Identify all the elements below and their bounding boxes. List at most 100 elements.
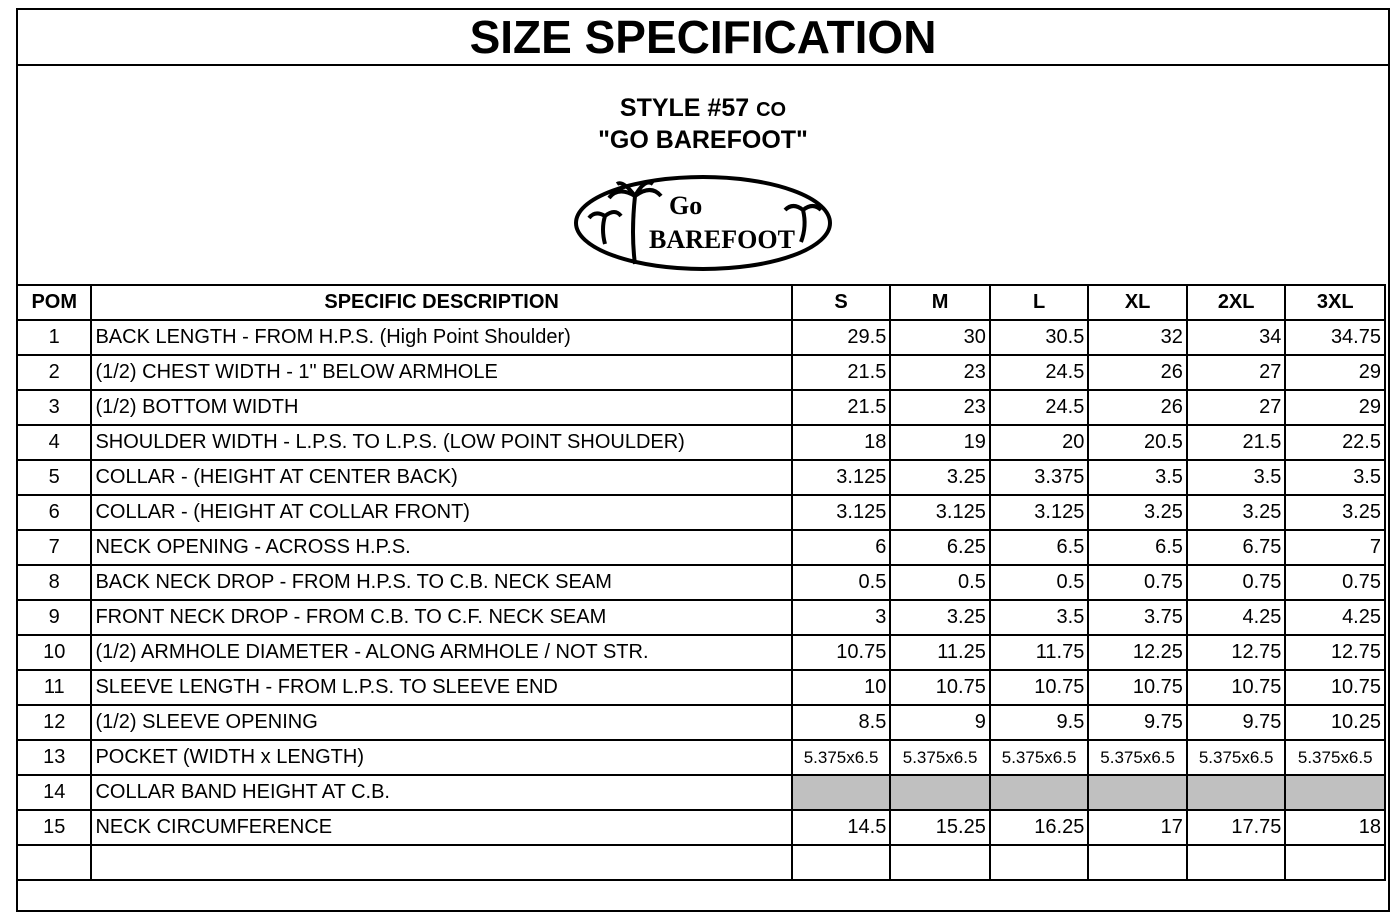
header-pom: POM	[15, 284, 93, 321]
header-row: POM SPECIFIC DESCRIPTION S M L XL 2XL 3X…	[15, 284, 1386, 321]
measurement-cell: 3.25	[1284, 494, 1386, 531]
measurement-cell: 10.75	[889, 669, 991, 706]
measurement-cell: 3.375	[988, 459, 1090, 496]
description-cell: BACK LENGTH - FROM H.P.S. (High Point Sh…	[90, 319, 793, 356]
pom-cell: 2	[15, 354, 93, 391]
measurement-cell: 3.25	[889, 459, 991, 496]
measurement-cell: 16.25	[988, 809, 1090, 846]
pom-cell: 13	[15, 739, 93, 776]
measurement-cell: 0.5	[988, 564, 1090, 601]
header-size-l: L	[988, 284, 1090, 321]
table-row: 12 (1/2) SLEEVE OPENING 8.5 9 9.5 9.75 9.75 10.…	[15, 704, 1386, 741]
measurement-cell	[1284, 774, 1386, 811]
pom-cell: 6	[15, 494, 93, 531]
style-number-text: STYLE #57	[619, 94, 750, 122]
measurement-cell: 27	[1185, 354, 1287, 391]
svg-text:BAREFOOT: BAREFOOT	[649, 225, 795, 254]
palm-tree-icon	[587, 180, 823, 265]
header-size-s: S	[790, 284, 892, 321]
measurement-cell	[889, 844, 991, 881]
header-size-xl: XL	[1087, 284, 1188, 321]
measurement-cell	[790, 774, 892, 811]
measurement-cell: 24.5	[988, 354, 1090, 391]
measurement-cell: 11.25	[889, 634, 991, 671]
measurement-cell: 26	[1087, 389, 1188, 426]
pom-cell: 8	[15, 564, 93, 601]
pom-cell: 11	[15, 669, 93, 706]
measurement-cell: 0.75	[1087, 564, 1188, 601]
measurement-cell: 14.5	[790, 809, 892, 846]
table-row: 1 BACK LENGTH - FROM H.P.S. (High Point S…	[15, 319, 1386, 356]
measurement-cell: 5.375x6.5	[790, 739, 892, 776]
header-size-3xl: 3XL	[1284, 284, 1386, 321]
measurement-cell	[1185, 774, 1287, 811]
measurement-cell: 12.75	[1185, 634, 1287, 671]
table-row: 9 FRONT NECK DROP - FROM C.B. TO C.F. NEC…	[15, 599, 1386, 636]
measurement-cell: 34.75	[1284, 319, 1386, 356]
measurement-cell: 0.75	[1284, 564, 1386, 601]
description-cell: (1/2) SLEEVE OPENING	[90, 704, 793, 741]
measurement-cell: 3	[790, 599, 892, 636]
measurement-cell: 3.75	[1087, 599, 1188, 636]
measurement-cell: 3.5	[1185, 459, 1287, 496]
measurement-cell: 0.5	[889, 564, 991, 601]
measurement-cell: 29.5	[790, 319, 892, 356]
measurement-cell: 5.375x6.5	[889, 739, 991, 776]
description-cell: COLLAR - (HEIGHT AT CENTER BACK)	[90, 459, 793, 496]
measurement-cell	[988, 774, 1090, 811]
measurement-cell: 5.375x6.5	[988, 739, 1090, 776]
measurement-cell: 12.25	[1087, 634, 1188, 671]
measurement-cell: 0.75	[1185, 564, 1287, 601]
table-row: 2 (1/2) CHEST WIDTH - 1" BELOW ARMHOLE 21.…	[15, 354, 1386, 391]
measurement-cell: 7	[1284, 529, 1386, 566]
measurement-cell: 4.25	[1284, 599, 1386, 636]
measurement-cell: 24.5	[988, 389, 1090, 426]
measurement-cell: 5.375x6.5	[1087, 739, 1188, 776]
measurement-cell: 17.75	[1185, 809, 1287, 846]
size-spec-sheet: SIZE SPECIFICATION STYLE #57 CO "GO BARE…	[15, 8, 1390, 912]
measurement-cell: 6.5	[1087, 529, 1188, 566]
description-cell: BACK NECK DROP - FROM H.P.S. TO C.B. NEC…	[90, 564, 793, 601]
measurement-cell: 3.25	[1087, 494, 1188, 531]
table-row: 7 NECK OPENING - ACROSS H.P.S. 6 6.25 6.5 6.5…	[15, 529, 1386, 566]
measurement-cell: 6.25	[889, 529, 991, 566]
measurement-cell	[988, 844, 1090, 881]
measurement-cell: 3.125	[790, 459, 892, 496]
measurement-cell: 15.25	[889, 809, 991, 846]
measurement-cell	[1185, 844, 1287, 881]
measurement-cell: 8.5	[790, 704, 892, 741]
table-row: 6 COLLAR - (HEIGHT AT COLLAR FRONT) 3.125 3…	[15, 494, 1386, 531]
pom-cell: 12	[15, 704, 93, 741]
measurement-cell: 10.75	[988, 669, 1090, 706]
page-title: SIZE SPECIFICATION	[18, 10, 1388, 66]
table-row: 11 SLEEVE LENGTH - FROM L.P.S. TO SLEEVE …	[15, 669, 1386, 706]
table-row: 5 COLLAR - (HEIGHT AT CENTER BACK) 3.125 3.…	[15, 459, 1386, 496]
measurement-cell: 21.5	[790, 354, 892, 391]
table-row	[15, 844, 1386, 881]
measurement-cell: 10.75	[790, 634, 892, 671]
pom-cell	[15, 844, 93, 881]
measurement-cell: 6	[790, 529, 892, 566]
description-cell: (1/2) BOTTOM WIDTH	[90, 389, 793, 426]
measurement-cell	[1087, 844, 1188, 881]
size-spec-table: POM SPECIFIC DESCRIPTION S M L XL 2XL 3X…	[15, 284, 1386, 881]
measurement-cell: 26	[1087, 354, 1188, 391]
measurement-cell: 6.5	[988, 529, 1090, 566]
pom-cell: 7	[15, 529, 93, 566]
measurement-cell: 10.75	[1185, 669, 1287, 706]
table-row: 13 POCKET (WIDTH x LENGTH) 5.375x6.5 5.375x…	[15, 739, 1386, 776]
style-suffix: CO	[756, 99, 787, 121]
measurement-cell: 3.125	[790, 494, 892, 531]
measurement-cell: 23	[889, 389, 991, 426]
measurement-cell: 0.5	[790, 564, 892, 601]
measurement-cell: 3.5	[988, 599, 1090, 636]
measurement-cell: 4.25	[1185, 599, 1287, 636]
header-size-m: M	[889, 284, 991, 321]
measurement-cell: 3.5	[1087, 459, 1188, 496]
description-cell: SHOULDER WIDTH - L.P.S. TO L.P.S. (LOW P…	[90, 424, 793, 461]
measurement-cell: 9.75	[1087, 704, 1188, 741]
description-cell: (1/2) CHEST WIDTH - 1" BELOW ARMHOLE	[90, 354, 793, 391]
table-row: 3 (1/2) BOTTOM WIDTH 21.5 23 24.5 26 27 29	[15, 389, 1386, 426]
measurement-cell: 9	[889, 704, 991, 741]
pom-cell: 3	[15, 389, 93, 426]
